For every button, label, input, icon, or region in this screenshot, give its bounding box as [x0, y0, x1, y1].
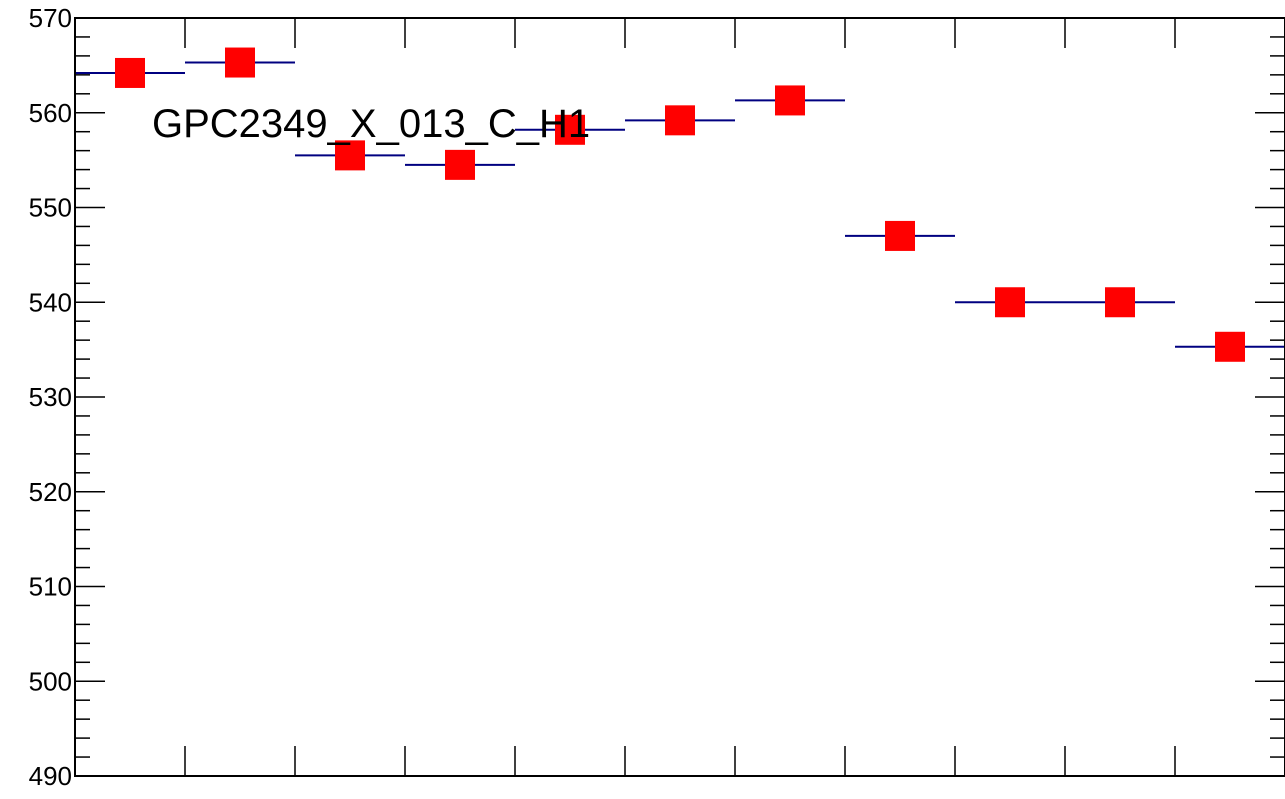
y-tick-label: 520 — [29, 477, 72, 507]
y-tick-labels: 490 500 510 520 530 540 550 560 570 — [29, 3, 72, 791]
data-point — [335, 140, 365, 171]
data-point — [885, 220, 915, 251]
data-point — [225, 47, 255, 78]
data-point — [115, 57, 145, 88]
data-point — [1105, 287, 1135, 318]
y-tick-label: 540 — [29, 287, 72, 317]
y-tick-label: 490 — [29, 761, 72, 791]
y-tick-label: 510 — [29, 572, 72, 602]
plot-frame — [74, 17, 1285, 777]
data-point — [775, 85, 805, 116]
data-points — [115, 47, 1245, 362]
chart-title: GPC2349_X_013_C_H1 — [152, 102, 590, 146]
data-point — [555, 114, 585, 145]
axis-ticks — [75, 17, 1285, 777]
y-tick-label: 570 — [29, 3, 72, 33]
y-tick-label: 500 — [29, 666, 72, 696]
y-tick-label: 560 — [29, 98, 72, 128]
data-point — [665, 105, 695, 136]
y-tick-label: 530 — [29, 382, 72, 412]
data-point — [445, 149, 475, 180]
y-tick-label: 550 — [29, 193, 72, 223]
data-point — [995, 287, 1025, 318]
data-point — [1215, 331, 1245, 362]
